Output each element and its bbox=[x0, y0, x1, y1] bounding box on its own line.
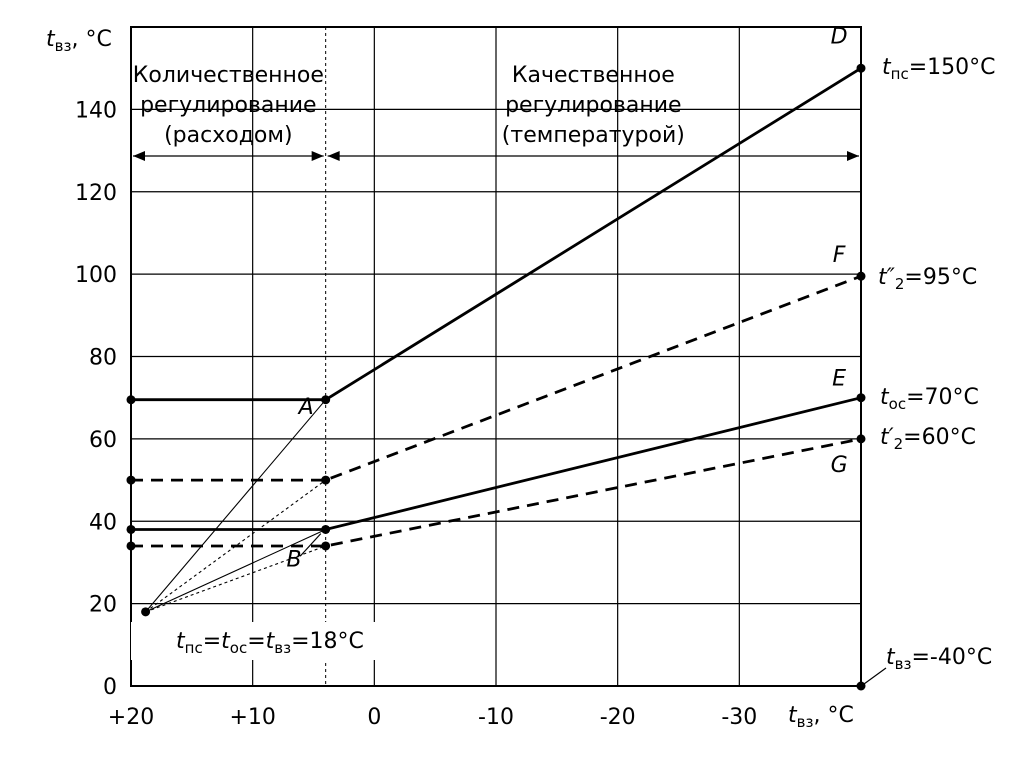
region-label-line: Качественное bbox=[512, 63, 675, 88]
arrowhead-right bbox=[847, 151, 859, 161]
region-label-line: (температурой) bbox=[502, 123, 685, 148]
x-tick-label: -30 bbox=[721, 705, 757, 730]
plot-border bbox=[130, 26, 862, 687]
data-point-marker bbox=[321, 541, 331, 551]
region-label-line: Количественное bbox=[133, 63, 324, 88]
data-point-marker bbox=[856, 393, 866, 403]
data-point-marker bbox=[141, 607, 151, 617]
annotation-tps-150: tпс=150°С bbox=[882, 55, 996, 83]
y-tick-label: 140 bbox=[75, 98, 117, 123]
x-tick-label: -10 bbox=[478, 705, 514, 730]
point-markers bbox=[126, 63, 866, 691]
data-point-marker bbox=[856, 271, 866, 281]
y-tick-label: 40 bbox=[89, 510, 117, 535]
x-tick-label: -20 bbox=[600, 705, 636, 730]
region-label-line: (расходом) bbox=[164, 123, 292, 148]
x-tick-label: +20 bbox=[108, 705, 154, 730]
series-line-C-50 bbox=[145, 479, 327, 613]
data-point-marker bbox=[126, 475, 136, 485]
arrowhead-right bbox=[311, 151, 324, 161]
data-point-marker bbox=[126, 395, 136, 405]
plot-frame bbox=[130, 26, 862, 687]
annotation-tos-70: tос=70°С bbox=[880, 385, 979, 413]
series-line-t2-prime bbox=[131, 437, 862, 548]
data-point-marker bbox=[856, 681, 866, 691]
y-tick-label: 0 bbox=[103, 675, 117, 700]
data-point-marker bbox=[856, 63, 866, 73]
arrowhead-left bbox=[327, 151, 340, 161]
y-tick-label: 120 bbox=[75, 181, 117, 206]
point-label-G: G bbox=[831, 453, 848, 478]
arrowhead-left bbox=[133, 151, 145, 161]
point-label-B: B bbox=[286, 548, 301, 573]
grid bbox=[131, 27, 861, 686]
series-line-C-B bbox=[145, 528, 326, 613]
x-tick-label: +10 bbox=[229, 705, 275, 730]
series-line-C-A bbox=[145, 399, 327, 613]
y-axis-title: tвз, °С bbox=[46, 27, 112, 55]
region-labels: Количественное регулирование (расходом) Кач… bbox=[133, 63, 859, 161]
data-point-marker bbox=[321, 524, 331, 534]
data-point-marker bbox=[126, 524, 136, 534]
annotation-c-point: tпс=tос=tвз=18°С bbox=[176, 629, 364, 657]
c-annotation-background bbox=[131, 622, 411, 660]
x-axis-title: tвз, °С bbox=[788, 703, 854, 731]
annotation-tvz-minus40: tвз=-40°С bbox=[886, 645, 992, 673]
region-label-line: регулирование bbox=[505, 93, 682, 118]
region-label-line: регулирование bbox=[140, 93, 317, 118]
x-tick-label: 0 bbox=[367, 705, 381, 730]
annotation-t2pp-95: t″2=95°С bbox=[878, 265, 977, 293]
point-label-D: D bbox=[831, 24, 848, 49]
y-tick-label: 20 bbox=[89, 593, 117, 618]
y-tick-label: 80 bbox=[89, 346, 117, 371]
data-point-marker bbox=[126, 541, 136, 551]
point-label-E: E bbox=[832, 366, 846, 391]
point-label-A: A bbox=[297, 395, 314, 420]
series-line-C-34 bbox=[145, 545, 326, 613]
data-point-marker bbox=[856, 434, 866, 444]
annotation-leader-tvz bbox=[863, 667, 887, 685]
annotation-t2p-60: t′2=60°С bbox=[880, 425, 976, 453]
data-point-marker bbox=[321, 395, 331, 405]
y-tick-label: 60 bbox=[89, 428, 117, 453]
tick-labels: +20 +10 0 -10 -20 -30 0 20 40 60 80 100 120 140 bbox=[75, 98, 757, 730]
data-point-marker bbox=[321, 475, 331, 485]
point-label-F: F bbox=[833, 243, 846, 268]
y-tick-label: 100 bbox=[75, 263, 117, 288]
series-line-t2-double-prime bbox=[131, 274, 862, 482]
point-b-leader bbox=[299, 533, 322, 557]
